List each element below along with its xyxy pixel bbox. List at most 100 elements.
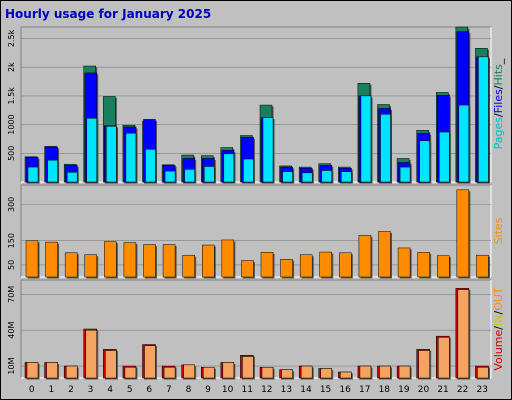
bar-pages: [341, 171, 352, 183]
y-tick-label: 10M: [7, 357, 16, 374]
x-tick-label: 19: [398, 385, 410, 395]
bar-out: [457, 289, 470, 379]
bar-out: [242, 356, 254, 379]
x-tick-label: 10: [222, 385, 234, 395]
bar-out: [477, 366, 489, 379]
legend-volume-in-out-entry: IN: [492, 315, 505, 326]
legend-pages-files-hits-entry: _: [492, 58, 505, 65]
x-tick-label: 14: [300, 385, 312, 395]
bar-sites: [182, 254, 195, 278]
plot-area-1: [20, 26, 492, 183]
y-tick-label: 40M: [7, 322, 16, 339]
bar-pages: [66, 171, 78, 183]
x-tick-label: 12: [261, 385, 272, 395]
bar-sites: [378, 231, 391, 278]
bar-pages: [321, 170, 332, 183]
bar-sites: [123, 242, 137, 278]
x-tick-label: 13: [281, 385, 292, 395]
bar-out: [203, 366, 215, 379]
bar-out: [379, 365, 391, 379]
bar-pages: [262, 117, 274, 183]
legend-volume-in-out-entry: OUT: [492, 287, 505, 311]
y-tick-label: 2k: [7, 62, 16, 72]
bar-sites: [202, 244, 215, 278]
y-tick-label: 1000: [7, 114, 16, 134]
bar-out: [26, 362, 39, 379]
bar-pages: [360, 95, 372, 183]
legend-sites: Sites: [492, 217, 505, 244]
x-tick-label: 17: [359, 385, 370, 395]
bar-out: [261, 366, 274, 379]
x-tick-label: 6: [146, 385, 152, 395]
legend-pages-files-hits-entry: /: [492, 85, 505, 89]
y-tick-label: 500: [7, 146, 16, 161]
bar-sites: [221, 239, 235, 278]
bar-out: [85, 329, 97, 379]
bar-pages: [419, 140, 430, 183]
x-tick-label: 11: [241, 385, 252, 395]
x-tick-label: 22: [457, 385, 468, 395]
bar-pages: [27, 166, 39, 183]
bar-out: [105, 350, 117, 379]
bar-sites: [104, 241, 117, 278]
bar-out: [46, 362, 58, 379]
y-tick-label: 150: [7, 233, 16, 248]
bar-pages: [399, 166, 411, 183]
bar-out: [300, 365, 313, 379]
bar-out: [144, 345, 156, 379]
bar-pages: [439, 131, 450, 183]
bar-out: [222, 362, 235, 379]
bar-sites: [299, 254, 313, 278]
bar-sites: [437, 255, 450, 278]
chart-title: Hourly usage for January 2025: [5, 7, 212, 21]
bar-out: [359, 365, 372, 379]
x-tick-label: 21: [437, 385, 448, 395]
x-tick-label: 18: [379, 385, 391, 395]
legend-pages-files-hits-entry: /: [492, 113, 505, 117]
bar-pages: [184, 169, 195, 183]
legend-volume-in-out-entry: Volume: [492, 329, 505, 370]
legend-sites-entry: Sites: [492, 217, 505, 244]
bar-pages: [204, 166, 215, 183]
bar-sites: [241, 260, 254, 278]
bar-pages: [223, 153, 235, 183]
bar-out: [163, 366, 176, 379]
bar-sites: [45, 241, 58, 278]
legend-volume-in-out: Volume/IN/OUT: [492, 287, 505, 371]
bar-pages: [145, 149, 156, 183]
y-tick-label: 300: [7, 197, 16, 212]
bar-pages: [478, 56, 489, 183]
bar-sites: [84, 254, 97, 278]
bar-pages: [164, 170, 176, 183]
x-tick-label: 0: [29, 385, 35, 395]
bar-sites: [162, 244, 176, 278]
bar-sites: [476, 254, 489, 278]
bar-out: [281, 369, 293, 379]
bar-out: [124, 366, 137, 379]
y-tick-label: 2.5k: [7, 29, 16, 47]
y-tick-label: 50: [7, 260, 16, 270]
bar-pages: [47, 159, 58, 183]
x-tick-label: 5: [127, 385, 133, 395]
bar-sites: [260, 252, 274, 278]
y-tick-label: 1.5k: [7, 87, 16, 105]
legend-pages-files-hits: Pages/Files/Hits_: [492, 58, 505, 149]
y-tick-label: 70M: [7, 286, 16, 303]
bar-sites: [280, 259, 293, 278]
x-tick-label: 8: [186, 385, 192, 395]
legend-volume-in-out-entry: /: [492, 311, 505, 315]
x-tick-label: 16: [339, 385, 351, 395]
bar-out: [398, 365, 411, 379]
bar-pages: [106, 126, 117, 183]
x-tick-label: 15: [320, 385, 331, 395]
bar-sites: [64, 252, 78, 278]
x-tick-label: 9: [205, 385, 211, 395]
x-tick-label: 3: [88, 385, 94, 395]
x-tick-label: 7: [166, 385, 172, 395]
bar-sites: [339, 252, 352, 278]
x-tick-label: 23: [476, 385, 487, 395]
bar-pages: [458, 104, 470, 183]
bar-pages: [125, 132, 137, 183]
bar-pages: [86, 118, 97, 183]
